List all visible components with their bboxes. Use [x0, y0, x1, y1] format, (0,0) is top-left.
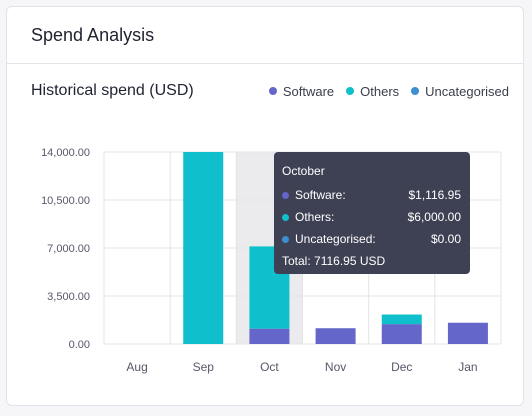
x-tick-label: Jan [458, 360, 477, 374]
x-tick-label: Sep [193, 360, 215, 374]
tooltip-total: Total: 7116.95 USD [282, 254, 386, 268]
tooltip-row-value: $0.00 [430, 232, 461, 246]
software-dot-icon [282, 191, 289, 199]
legend-item-software[interactable]: Software [268, 83, 335, 99]
chart-subtitle: Historical spend (USD) [31, 82, 194, 99]
legend-dot-icon [268, 87, 277, 95]
tooltip-row-value: $6,000.00 [407, 210, 461, 224]
x-tick-label: Nov [325, 360, 346, 374]
bar-others-sep [183, 152, 224, 344]
legend-label: Uncategorised [425, 83, 509, 99]
spend-analysis-card: Spend Analysis 0.00 3,500.00 7,000.00 10,50… [6, 6, 524, 406]
legend-item-uncategorised[interactable]: Uncategorised [411, 84, 509, 99]
x-tick-label: Dec [391, 360, 412, 374]
legend-label: Others [360, 83, 400, 99]
card-header: Spend Analysis [7, 7, 523, 64]
tooltip-row-label: Uncategorised: [295, 232, 376, 246]
y-tick-label: 14,000.00 [41, 147, 90, 159]
bar-software-nov [315, 328, 356, 344]
tooltip-row-label: Others: [295, 210, 335, 224]
y-tick-label: 0.00 [69, 339, 90, 351]
chart-subheader: Historical spend (USD) Software Others U… [31, 79, 509, 103]
tooltip-row-value: $1,116.95 [408, 188, 462, 202]
y-tick-label: 7,000.00 [47, 243, 90, 255]
bar-software-jan [447, 322, 488, 344]
uncategorised-dot-icon [282, 235, 289, 243]
x-tick-label: Oct [260, 360, 279, 374]
bar-others-dec [381, 314, 422, 325]
tooltip-row-label: Software: [295, 188, 346, 202]
tooltip-title: October [282, 164, 325, 178]
chart-legend: Software Others Uncategorised [268, 83, 509, 99]
tooltip-row-software: Software: $1,116.95 [282, 184, 461, 206]
tooltip-row-others: Others: $6,000.00 [282, 206, 461, 228]
y-tick-label: 10,500.00 [41, 195, 90, 207]
legend-dot-icon [346, 87, 355, 95]
others-dot-icon [282, 213, 289, 221]
bar-software-oct [249, 328, 290, 344]
y-tick-label: 3,500.00 [47, 291, 90, 303]
card-title: Spend Analysis [31, 24, 155, 45]
x-tick-label: Aug [126, 360, 147, 374]
legend-item-others[interactable]: Others [346, 84, 399, 99]
chart-tooltip: October Software: $1,116.95 Others: $6,0… [274, 152, 470, 274]
bar-software-dec [381, 324, 422, 344]
legend-label: Software [282, 83, 335, 99]
legend-dot-icon [411, 87, 420, 95]
tooltip-row-uncategorised: Uncategorised: $0.00 [282, 228, 461, 250]
